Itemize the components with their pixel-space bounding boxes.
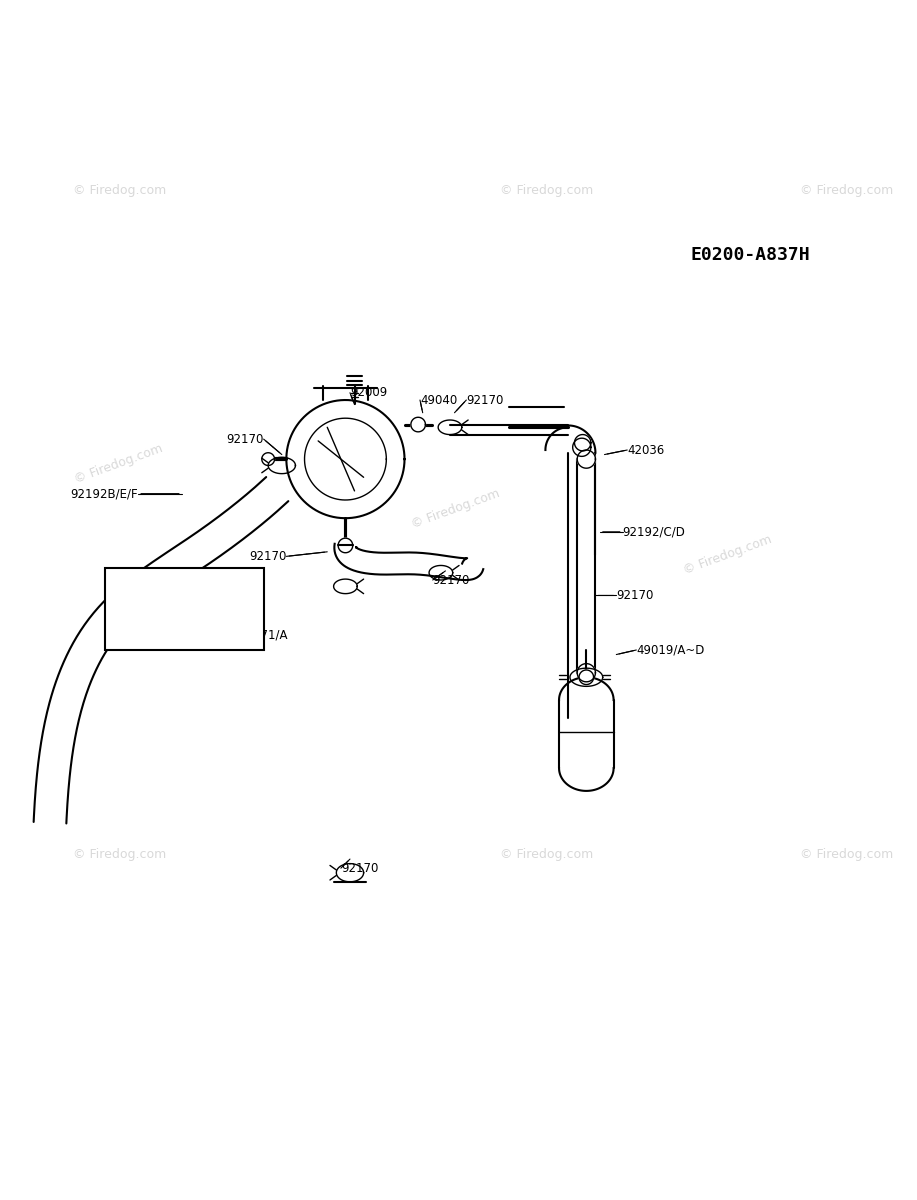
Text: 92009: 92009 [350,386,387,400]
Text: © Firedog.com: © Firedog.com [72,442,165,486]
Text: 92170: 92170 [226,433,263,445]
Polygon shape [577,664,595,682]
Text: 92170: 92170 [467,394,503,407]
Polygon shape [579,670,593,684]
Text: E0200-A837H: E0200-A837H [691,246,811,264]
Text: 49019/A~D: 49019/A~D [636,643,704,656]
Text: © Firedog.com: © Firedog.com [409,487,501,532]
Text: 42036: 42036 [627,444,665,456]
Bar [105,568,263,650]
Polygon shape [573,438,591,456]
Polygon shape [262,452,274,466]
Polygon shape [577,450,595,468]
Text: © Firedog.com: © Firedog.com [72,185,166,198]
Polygon shape [411,418,425,432]
Text: © Firedog.com: © Firedog.com [72,848,166,862]
Text: © Firedog.com: © Firedog.com [800,185,893,198]
Text: 92173/A: 92173/A [198,582,248,595]
Polygon shape [338,538,353,553]
Text: 49040: 49040 [420,394,458,407]
Text: 92170: 92170 [433,574,470,587]
Text: © Firedog.com: © Firedog.com [681,533,774,577]
Text: 92192B/E/F: 92192B/E/F [71,487,138,500]
Text: 92171/A: 92171/A [238,628,288,641]
Text: 92192A: 92192A [216,596,262,610]
Text: 92192/C/D: 92192/C/D [623,526,686,539]
Text: © Firedog.com: © Firedog.com [500,185,593,198]
Text: © Firedog.com: © Firedog.com [800,848,893,862]
Text: 92170: 92170 [249,550,286,563]
Text: © Firedog.com: © Firedog.com [500,848,593,862]
Polygon shape [575,434,591,451]
Text: 92170: 92170 [616,589,654,602]
Text: 92170: 92170 [341,862,378,875]
